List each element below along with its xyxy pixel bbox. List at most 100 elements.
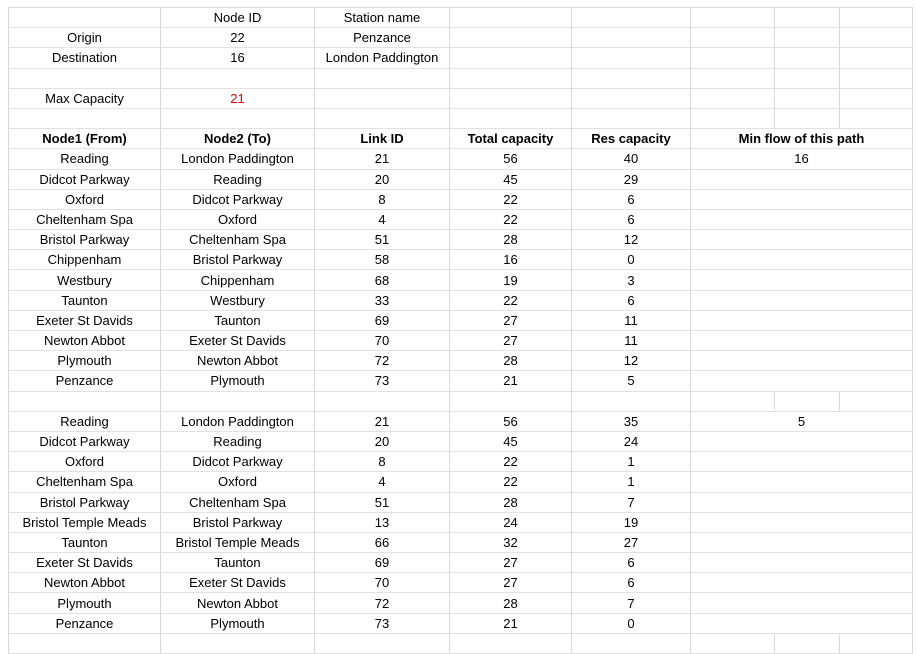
table-cell[interactable]: 20 [314, 431, 450, 453]
table-cell[interactable]: 1 [571, 451, 691, 473]
sheet-cell[interactable] [314, 68, 450, 89]
table-cell[interactable]: 66 [314, 532, 450, 554]
table-cell[interactable]: 51 [314, 492, 450, 513]
sheet-cell[interactable] [449, 6, 572, 29]
sheet-cell[interactable] [160, 68, 315, 89]
table-cell[interactable]: Oxford [8, 189, 161, 210]
origin-label[interactable]: Origin [8, 27, 161, 49]
table-cell[interactable]: 33 [314, 290, 450, 311]
sheet-cell[interactable] [160, 391, 315, 412]
sheet-cell[interactable] [839, 68, 913, 89]
table-cell[interactable]: 6 [571, 209, 691, 231]
table-cell[interactable]: Penzance [8, 613, 161, 634]
table-cell[interactable]: London Paddington [160, 411, 315, 432]
table-cell[interactable]: 3 [571, 269, 691, 291]
min-flow-value[interactable]: 16 [690, 148, 913, 170]
table-cell[interactable]: Didcot Parkway [160, 451, 315, 473]
table-cell[interactable]: 6 [571, 572, 691, 594]
table-cell[interactable]: London Paddington [160, 148, 315, 170]
sheet-cell[interactable] [839, 27, 913, 49]
table-cell[interactable]: Cheltenham Spa [8, 209, 161, 231]
sheet-cell[interactable] [690, 572, 913, 594]
sheet-cell[interactable] [8, 391, 161, 412]
table-cell[interactable]: Chippenham [160, 269, 315, 291]
table-cell[interactable]: 72 [314, 592, 450, 614]
sheet-cell[interactable] [449, 88, 572, 109]
node-id-header[interactable]: Node ID [160, 6, 315, 29]
table-cell[interactable]: 7 [571, 492, 691, 513]
table-cell[interactable]: 28 [449, 229, 572, 251]
table-cell[interactable]: 11 [571, 310, 691, 332]
table-cell[interactable]: 35 [571, 411, 691, 432]
sheet-cell[interactable] [690, 633, 775, 654]
sheet-cell[interactable] [690, 310, 913, 332]
column-header-min-flow[interactable]: Min flow of this path [690, 128, 913, 150]
table-cell[interactable]: Cheltenham Spa [8, 471, 161, 493]
table-cell[interactable]: Bristol Parkway [160, 249, 315, 271]
table-cell[interactable]: 5 [571, 370, 691, 392]
sheet-cell[interactable] [690, 108, 775, 130]
destination-name-cell[interactable]: London Paddington [314, 47, 450, 69]
sheet-cell[interactable] [690, 552, 913, 574]
table-cell[interactable]: 19 [571, 512, 691, 533]
sheet-cell[interactable] [571, 108, 691, 130]
sheet-cell[interactable] [449, 27, 572, 49]
sheet-cell[interactable] [690, 68, 775, 89]
table-cell[interactable]: Newton Abbot [160, 350, 315, 372]
table-cell[interactable]: 27 [571, 532, 691, 554]
sheet-cell[interactable] [839, 6, 913, 29]
sheet-cell[interactable] [449, 47, 572, 69]
table-cell[interactable]: 12 [571, 350, 691, 372]
sheet-cell[interactable] [571, 27, 691, 49]
table-cell[interactable]: 6 [571, 189, 691, 210]
sheet-cell[interactable] [690, 249, 913, 271]
table-cell[interactable]: Taunton [8, 532, 161, 554]
sheet-cell[interactable] [314, 391, 450, 412]
sheet-cell[interactable] [690, 269, 913, 291]
sheet-cell[interactable] [690, 592, 913, 614]
sheet-cell[interactable] [571, 391, 691, 412]
table-cell[interactable]: 1 [571, 471, 691, 493]
table-cell[interactable]: 4 [314, 471, 450, 493]
table-cell[interactable]: 72 [314, 350, 450, 372]
sheet-cell[interactable] [571, 633, 691, 654]
table-cell[interactable]: 22 [449, 451, 572, 473]
table-cell[interactable]: 40 [571, 148, 691, 170]
table-cell[interactable]: 28 [449, 492, 572, 513]
min-flow-value[interactable]: 5 [690, 411, 913, 432]
table-cell[interactable]: Exeter St Davids [160, 330, 315, 352]
table-cell[interactable]: 24 [571, 431, 691, 453]
sheet-cell[interactable] [839, 633, 913, 654]
table-cell[interactable]: Reading [8, 148, 161, 170]
table-cell[interactable]: Taunton [8, 290, 161, 311]
sheet-cell[interactable] [690, 169, 913, 190]
table-cell[interactable]: 68 [314, 269, 450, 291]
table-cell[interactable]: Didcot Parkway [8, 169, 161, 190]
column-header[interactable]: Total capacity [449, 128, 572, 150]
sheet-cell[interactable] [690, 471, 913, 493]
table-cell[interactable]: 6 [571, 290, 691, 311]
table-cell[interactable]: Oxford [8, 451, 161, 473]
table-cell[interactable]: Bristol Parkway [160, 512, 315, 533]
table-cell[interactable]: 70 [314, 572, 450, 594]
sheet-cell[interactable] [690, 532, 913, 554]
sheet-cell[interactable] [774, 633, 840, 654]
table-cell[interactable]: Exeter St Davids [8, 310, 161, 332]
table-cell[interactable]: 69 [314, 552, 450, 574]
sheet-cell[interactable] [774, 6, 840, 29]
sheet-cell[interactable] [690, 189, 913, 210]
column-header[interactable]: Link ID [314, 128, 450, 150]
table-cell[interactable]: Exeter St Davids [8, 552, 161, 574]
sheet-cell[interactable] [690, 229, 913, 251]
table-cell[interactable]: 27 [449, 310, 572, 332]
table-cell[interactable]: Bristol Parkway [8, 229, 161, 251]
table-cell[interactable]: Cheltenham Spa [160, 492, 315, 513]
table-cell[interactable]: 4 [314, 209, 450, 231]
table-cell[interactable]: Taunton [160, 552, 315, 574]
table-cell[interactable]: 51 [314, 229, 450, 251]
sheet-cell[interactable] [690, 27, 775, 49]
sheet-cell[interactable] [774, 108, 840, 130]
table-cell[interactable]: Bristol Temple Meads [160, 532, 315, 554]
max-capacity-value[interactable]: 21 [160, 88, 315, 109]
table-cell[interactable]: 22 [449, 290, 572, 311]
